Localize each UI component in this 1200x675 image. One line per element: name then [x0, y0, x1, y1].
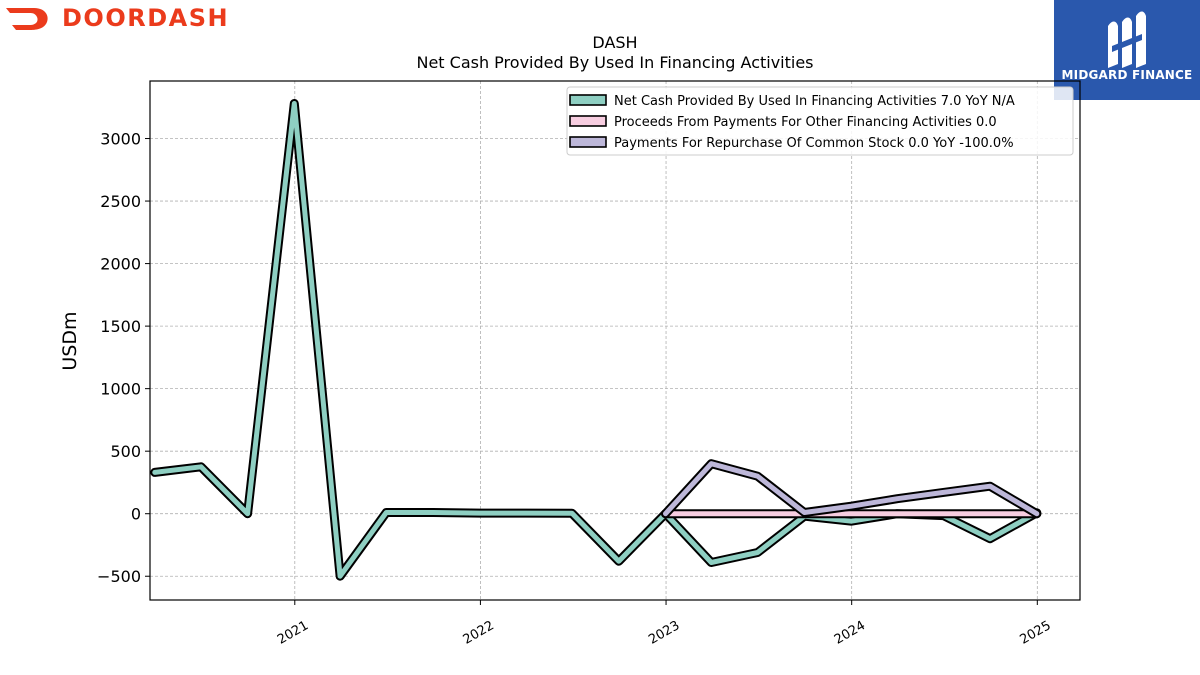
- x-tick-label: 2023: [646, 618, 682, 648]
- y-tick-label: 1000: [100, 380, 141, 399]
- midgard-monogram-icon: [1108, 11, 1146, 68]
- x-tick-label: 2022: [461, 618, 497, 648]
- doordash-wordmark: DOORDASH: [62, 4, 230, 32]
- y-axis-label: USDm: [59, 311, 81, 370]
- y-tick-label: 1500: [100, 317, 141, 336]
- doordash-dash-icon: [6, 8, 48, 30]
- y-axis-ticks: −500 0 500 1000 1500 2000 2500 3000: [97, 130, 150, 586]
- legend-entry-label: Proceeds From Payments For Other Financi…: [614, 115, 997, 130]
- y-tick-label: 2500: [100, 192, 141, 211]
- y-tick-label: −500: [97, 567, 141, 586]
- series-line-net-cash-provided-by-used-in-financing-activities: [152, 101, 1040, 579]
- y-tick-label: 3000: [100, 130, 141, 149]
- legend-swatch: [569, 94, 607, 106]
- x-tick-label: 2021: [275, 618, 311, 648]
- y-tick-label: 0: [131, 505, 141, 524]
- legend-box: [566, 86, 1074, 156]
- plot-frame: [149, 80, 1081, 601]
- y-tick-label: 500: [110, 442, 141, 461]
- legend: Net Cash Provided By Used In Financing A…: [566, 86, 1074, 156]
- legend-entry-label: Net Cash Provided By Used In Financing A…: [614, 94, 1015, 109]
- doordash-logo: DOORDASH: [4, 4, 229, 32]
- series-lines: [150, 99, 1042, 581]
- legend-entry-label: Payments For Repurchase Of Common Stock …: [614, 136, 1014, 151]
- x-tick-label: 2024: [832, 618, 868, 648]
- series-line-payments-for-repurchase-of-common-stock: [663, 461, 1040, 517]
- chart-title: DASH: [592, 33, 637, 52]
- x-tick-label: 2025: [1017, 618, 1053, 648]
- x-axis-ticks: 2021 2022 2023 2024 2025: [275, 600, 1054, 648]
- y-tick-label: 2000: [100, 255, 141, 274]
- midgard-finance-logo: MIDGARD FINANCE: [1054, 0, 1200, 100]
- chart-subtitle: Net Cash Provided By Used In Financing A…: [416, 53, 813, 72]
- watermark-text: MIDGARD FINANCE: [1061, 68, 1193, 82]
- legend-swatch: [569, 115, 607, 127]
- legend-swatch: [569, 136, 607, 148]
